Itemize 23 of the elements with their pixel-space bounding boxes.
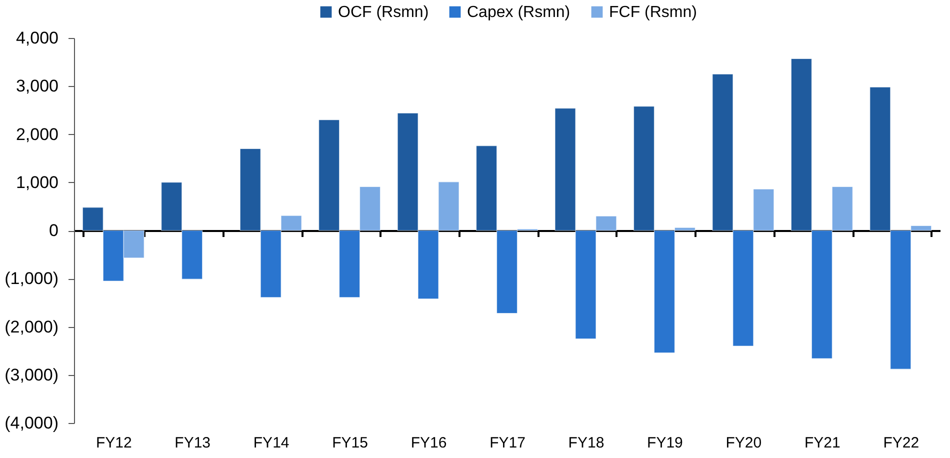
x-tick-label: FY16 <box>410 434 447 452</box>
x-tick-label: FY22 <box>883 434 920 452</box>
legend-label: Capex (Rsmn) <box>467 4 570 21</box>
x-tick-label: FY20 <box>726 434 762 452</box>
x-tick-label: FY18 <box>568 434 604 452</box>
x-tick-label: FY15 <box>332 434 368 452</box>
y-tick-label: 1,000 <box>16 172 58 192</box>
x-tick-label: FY14 <box>253 434 290 452</box>
legend-label: OCF (Rsmn) <box>338 4 429 21</box>
x-tick-label: FY19 <box>647 434 683 452</box>
x-tick-label: FY13 <box>174 434 211 452</box>
y-tick-label: (3,000) <box>4 365 58 384</box>
y-tick-label: (2,000) <box>4 317 58 336</box>
y-tick-label: 3,000 <box>16 76 58 96</box>
y-tick-label: (1,000) <box>4 269 58 288</box>
x-tick-label: FY12 <box>96 434 132 452</box>
x-tick-label: FY17 <box>490 434 526 452</box>
legend-label: FCF (Rsmn) <box>609 4 697 21</box>
y-tick-label: 2,000 <box>16 124 58 144</box>
y-tick-label: 0 <box>49 221 58 240</box>
y-tick-label: (4,000) <box>4 414 58 432</box>
x-tick-label: FY21 <box>804 434 840 452</box>
y-tick-label: 4,000 <box>16 28 58 48</box>
